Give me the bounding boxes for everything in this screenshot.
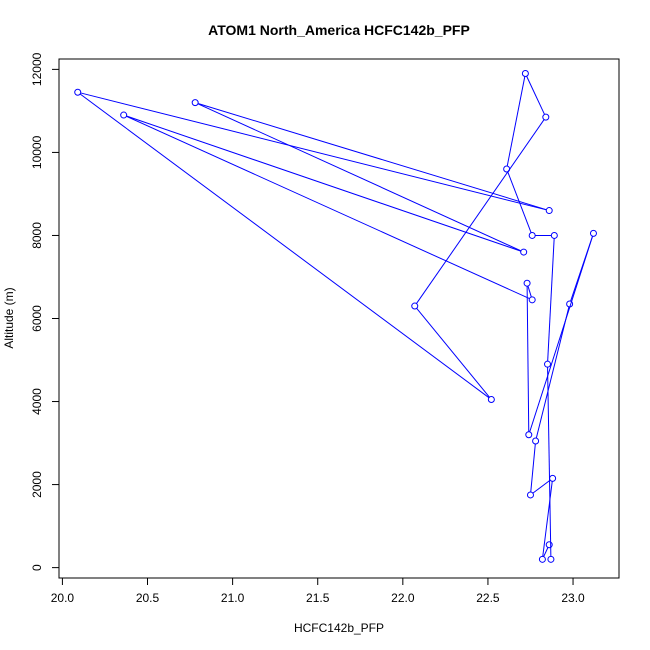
series-segment xyxy=(197,102,547,211)
series-segment xyxy=(507,171,532,233)
series-segment xyxy=(79,93,490,399)
x-tick-label: 22.0 xyxy=(391,591,415,605)
series-segment xyxy=(543,547,549,557)
x-tick-label: 21.0 xyxy=(221,591,245,605)
data-point xyxy=(525,431,533,439)
y-tick-label: 0 xyxy=(30,564,44,571)
data-point xyxy=(550,231,558,239)
data-point xyxy=(487,395,495,403)
data-point xyxy=(523,279,531,287)
x-tick-label: 20.5 xyxy=(136,591,160,605)
series-segment xyxy=(547,367,552,557)
series-segment xyxy=(547,238,555,362)
data-point xyxy=(521,70,529,78)
series-segment xyxy=(416,119,545,304)
y-tick-label: 8000 xyxy=(30,222,44,249)
series-segment xyxy=(532,479,551,494)
data-point xyxy=(532,437,540,445)
data-point xyxy=(544,360,552,368)
series-segment xyxy=(126,115,530,300)
series-segment xyxy=(526,286,530,432)
chart-title: ATOM1 North_America HCFC142b_PFP xyxy=(208,22,470,38)
series-segment xyxy=(542,481,553,557)
x-tick-label: 23.0 xyxy=(561,591,585,605)
data-point xyxy=(547,555,555,563)
series-segment xyxy=(530,443,536,493)
data-point xyxy=(528,231,536,239)
data-point xyxy=(549,474,557,482)
x-tick-label: 22.5 xyxy=(476,591,500,605)
series-segment xyxy=(527,285,532,298)
data-point xyxy=(520,248,528,256)
y-tick-label: 10000 xyxy=(30,135,44,169)
y-tick-label: 2000 xyxy=(30,471,44,498)
plot-frame xyxy=(58,58,620,579)
data-point xyxy=(411,302,419,310)
data-point xyxy=(545,207,553,215)
x-axis: 20.0 20.5 21.0 21.5 22.0 22.5 23.0 xyxy=(51,577,585,605)
data-point xyxy=(526,491,534,499)
data-point xyxy=(542,113,550,121)
x-axis-label: HCFC142b_PFP xyxy=(294,621,384,635)
data-point xyxy=(503,165,511,173)
data-point xyxy=(545,541,553,549)
data-point xyxy=(74,88,82,96)
series-segment xyxy=(416,308,490,398)
x-tick-label: 20.0 xyxy=(51,591,75,605)
series-layer xyxy=(74,70,597,563)
y-tick-label: 6000 xyxy=(30,305,44,332)
data-point xyxy=(538,555,546,563)
series-segment xyxy=(126,115,522,252)
y-tick-label: 4000 xyxy=(30,388,44,415)
data-point xyxy=(528,296,536,304)
y-axis-label: Altitude (m) xyxy=(2,287,16,348)
data-point xyxy=(589,229,597,237)
y-tick-label: 12000 xyxy=(30,52,44,86)
y-axis: 0 2000 4000 6000 8000 10000 12000 xyxy=(30,52,60,571)
series-segment xyxy=(506,76,526,167)
series-segment xyxy=(80,92,547,211)
data-point xyxy=(566,300,574,308)
x-tick-label: 21.5 xyxy=(306,591,330,605)
series-segment xyxy=(197,103,522,252)
series-segment xyxy=(535,306,570,439)
data-point xyxy=(120,111,128,119)
series-segment xyxy=(526,76,545,115)
series-segment xyxy=(529,236,594,433)
data-point xyxy=(191,99,199,107)
